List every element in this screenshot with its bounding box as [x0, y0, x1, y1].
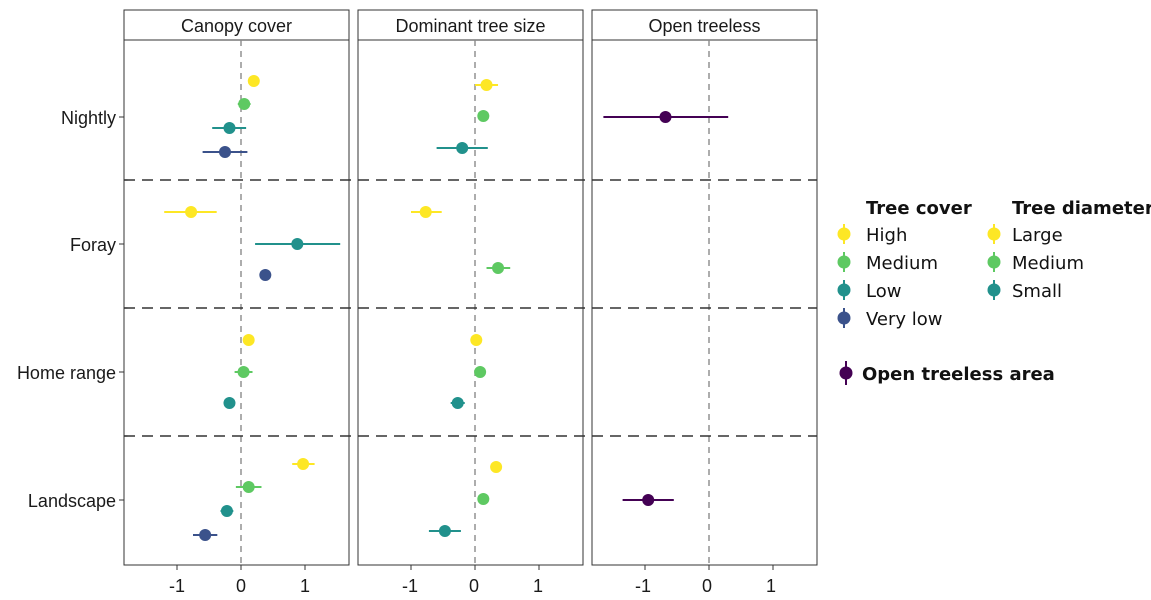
point-dominant-tree-size-landscape-high: [490, 461, 503, 473]
point-open-treeless-landscape-open: [642, 494, 655, 506]
legend-key-point-diameter-low: [987, 283, 1001, 297]
x-tick-label-p2-neg1: -1: [402, 576, 418, 596]
point-canopy-cover-foray-high: [185, 206, 198, 218]
legend-key-point-low: [837, 283, 851, 297]
legend-title-tree-diameter: Tree diameter: [1012, 198, 1151, 219]
point-open-treeless-nightly-open: [659, 111, 672, 123]
legend-key-point-diameter-high: [987, 227, 1001, 241]
x-axis-ticks: -1 0 1 -1 0 1 -1 0 1: [169, 576, 776, 596]
point-dominant-tree-size-nightly-low: [456, 142, 469, 154]
point-canopy-cover-home-range-medium: [237, 366, 250, 378]
guide-lines: [124, 40, 817, 565]
point-dominant-tree-size-foray-medium: [492, 262, 505, 274]
strip-label-open-treeless: Open treeless: [648, 16, 760, 36]
legend-label-low: Low: [866, 281, 901, 302]
legend-label-small: Small: [1012, 281, 1062, 302]
legend-label-large: Large: [1012, 225, 1063, 246]
point-canopy-cover-foray-low: [291, 238, 304, 250]
row-labels: Nightly Foray Home range Landscape: [17, 108, 116, 511]
x-tick-label-p2-1: 1: [533, 576, 543, 596]
point-canopy-cover-landscape-low: [220, 505, 233, 517]
x-tick-label-p3-neg1: -1: [635, 576, 651, 596]
point-dominant-tree-size-home-range-medium: [474, 366, 487, 378]
panel-frame-open-treeless: [591, 39, 818, 566]
point-canopy-cover-landscape-high: [297, 458, 310, 470]
strip-canopy-cover: [123, 9, 350, 41]
row-label-foray: Foray: [70, 235, 116, 255]
point-dominant-tree-size-foray-high: [419, 206, 432, 218]
x-tick-label-p1-1: 1: [300, 576, 310, 596]
point-dominant-tree-size-home-range-low: [451, 397, 464, 409]
legend-label-diameter-medium: Medium: [1012, 253, 1084, 274]
x-tick-label-p1-neg1: -1: [169, 576, 185, 596]
legend-key-point-very-low: [837, 311, 851, 325]
panel-strips: Canopy cover Dominant tree size Open tre…: [123, 9, 818, 41]
point-canopy-cover-landscape-very-low: [199, 529, 212, 541]
legend: Tree cover High Medium Low Very low Tree…: [862, 198, 1151, 385]
strip-dominant-tree-size: [357, 9, 584, 41]
point-canopy-cover-nightly-low: [223, 122, 236, 134]
legend-key-point-medium: [837, 255, 851, 269]
point-canopy-cover-home-range-low: [223, 397, 236, 409]
legend-key-point-diameter-medium: [987, 255, 1001, 269]
legend-key-point-high: [837, 227, 851, 241]
point-canopy-cover-nightly-high: [247, 75, 260, 87]
point-canopy-cover-nightly-medium: [238, 98, 251, 110]
legend-title-tree-cover: Tree cover: [866, 198, 972, 219]
data-marks: [164, 75, 729, 541]
row-label-home-range: Home range: [17, 363, 116, 383]
point-dominant-tree-size-nightly-high: [480, 79, 493, 91]
point-canopy-cover-foray-very-low: [259, 269, 272, 281]
row-label-nightly: Nightly: [61, 108, 116, 128]
legend-label-very-low: Very low: [866, 309, 943, 330]
row-ticks: [119, 116, 124, 501]
row-label-landscape: Landscape: [28, 491, 116, 511]
legend-key-point-open: [839, 366, 853, 380]
x-axis-tick-marks: [176, 565, 774, 570]
x-tick-label-p1-0: 0: [236, 576, 246, 596]
legend-label-high: High: [866, 225, 907, 246]
legend-label-open-treeless-area: Open treeless area: [862, 364, 1055, 385]
strip-label-canopy-cover: Canopy cover: [181, 16, 292, 36]
panel-frame-dominant-tree-size: [357, 39, 584, 566]
panel-backgrounds: [123, 39, 818, 566]
legend-label-medium: Medium: [866, 253, 938, 274]
point-dominant-tree-size-landscape-medium: [477, 493, 490, 505]
point-canopy-cover-home-range-high: [242, 334, 255, 346]
point-dominant-tree-size-landscape-low: [438, 525, 451, 537]
strip-label-dominant-tree-size: Dominant tree size: [395, 16, 545, 36]
x-tick-label-p3-0: 0: [702, 576, 712, 596]
legend-keys: [837, 224, 1001, 385]
point-canopy-cover-nightly-very-low: [219, 146, 231, 158]
point-dominant-tree-size-nightly-medium: [477, 110, 490, 122]
strip-open-treeless: [591, 9, 818, 41]
point-canopy-cover-landscape-medium: [242, 481, 255, 493]
x-tick-label-p2-0: 0: [469, 576, 479, 596]
x-tick-label-p3-1: 1: [766, 576, 776, 596]
point-dominant-tree-size-home-range-high: [470, 334, 483, 346]
